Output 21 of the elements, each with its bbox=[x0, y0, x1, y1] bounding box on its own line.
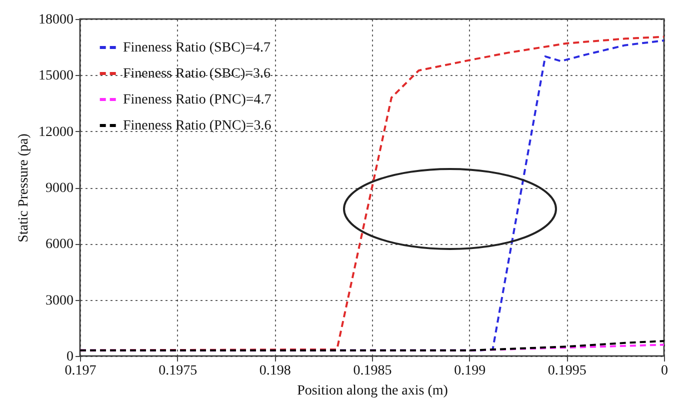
legend-label: Fineness Ratio (SBC)=3.6 bbox=[123, 66, 271, 82]
y-tick-label: 18000 bbox=[38, 12, 74, 28]
x-tick-label: 0 bbox=[661, 364, 668, 378]
x-tick-label: 0.198 bbox=[259, 364, 291, 378]
x-tick-label: 0.1985 bbox=[353, 364, 392, 378]
x-tick-label: 0.197 bbox=[64, 364, 96, 378]
x-tick-label: 0.1975 bbox=[158, 364, 198, 378]
y-tick-label: 6000 bbox=[46, 237, 74, 252]
x-tick-label: 0.199 bbox=[454, 364, 486, 378]
legend-label: Fineness Ratio (SBC)=4.7 bbox=[123, 40, 271, 56]
y-axis-title: Static Pressure (pa) bbox=[16, 133, 32, 242]
x-axis-title: Position along the axis (m) bbox=[297, 384, 448, 398]
x-tick-label: 0.1995 bbox=[548, 364, 586, 378]
y-tick-label: 0 bbox=[66, 350, 74, 364]
line-series bbox=[80, 340, 664, 352]
y-tick-label: 15000 bbox=[38, 68, 74, 84]
y-tick-label: 3000 bbox=[46, 293, 74, 308]
y-tick-label: 12000 bbox=[38, 124, 74, 140]
legend-label: Fineness Ratio (PNC)=4.7 bbox=[123, 92, 272, 108]
y-tick-label: 9000 bbox=[46, 181, 74, 196]
legend-label: Fineness Ratio (PNC)=3.6 bbox=[123, 118, 272, 134]
